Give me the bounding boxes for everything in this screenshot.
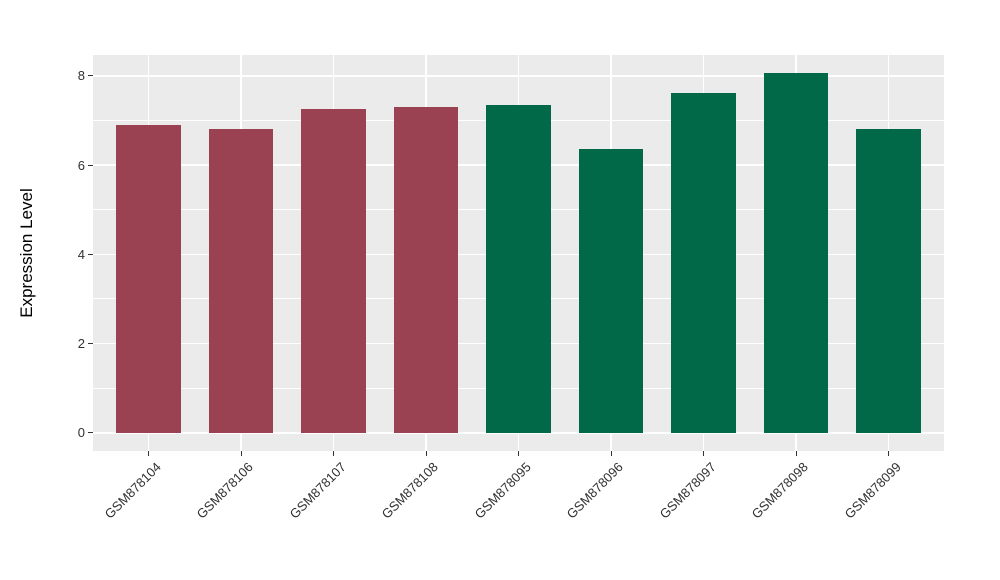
x-tick-mark: [610, 451, 612, 456]
plot-panel: [93, 55, 944, 451]
x-tick-label: GSM878095: [471, 459, 534, 522]
x-tick-mark: [795, 451, 797, 456]
x-tick-mark: [425, 451, 427, 456]
x-tick-mark: [888, 451, 889, 456]
x-tick-label: GSM878108: [378, 459, 441, 522]
x-tick-mark: [703, 451, 704, 456]
x-tick-mark: [518, 451, 519, 456]
bar-GSM878095: [486, 104, 551, 433]
bar-GSM878099: [856, 129, 921, 433]
x-tick-label: GSM878096: [563, 459, 626, 522]
bar-GSM878096: [578, 148, 644, 433]
y-tick-mark: [88, 75, 93, 77]
bar-GSM878097: [671, 92, 736, 433]
bar-GSM878098: [763, 73, 829, 433]
x-tick-label: GSM878104: [101, 459, 164, 522]
x-tick-mark: [148, 451, 149, 456]
bar-GSM878104: [116, 125, 181, 433]
x-tick-label: GSM878107: [286, 459, 349, 522]
y-axis-title: Expression Level: [17, 188, 36, 318]
x-tick-mark: [240, 451, 242, 456]
y-tick-mark: [88, 432, 93, 434]
y-tick-label: 2: [77, 336, 85, 352]
y-tick-mark: [88, 164, 93, 166]
y-tick-mark: [88, 253, 93, 255]
bar-GSM878108: [393, 107, 459, 433]
bar-GSM878106: [208, 129, 274, 433]
x-tick-mark: [333, 451, 334, 456]
y-tick-label: 8: [77, 68, 85, 84]
y-tick-label: 0: [77, 425, 85, 441]
y-tick-label: 4: [77, 246, 85, 262]
y-tick-mark: [88, 343, 93, 345]
y-tick-label: 6: [77, 157, 85, 173]
x-tick-label: GSM878097: [656, 459, 719, 522]
x-tick-label: GSM878098: [748, 459, 811, 522]
x-tick-label: GSM878099: [841, 459, 904, 522]
x-tick-label: GSM878106: [193, 459, 256, 522]
bar-GSM878107: [301, 108, 366, 433]
